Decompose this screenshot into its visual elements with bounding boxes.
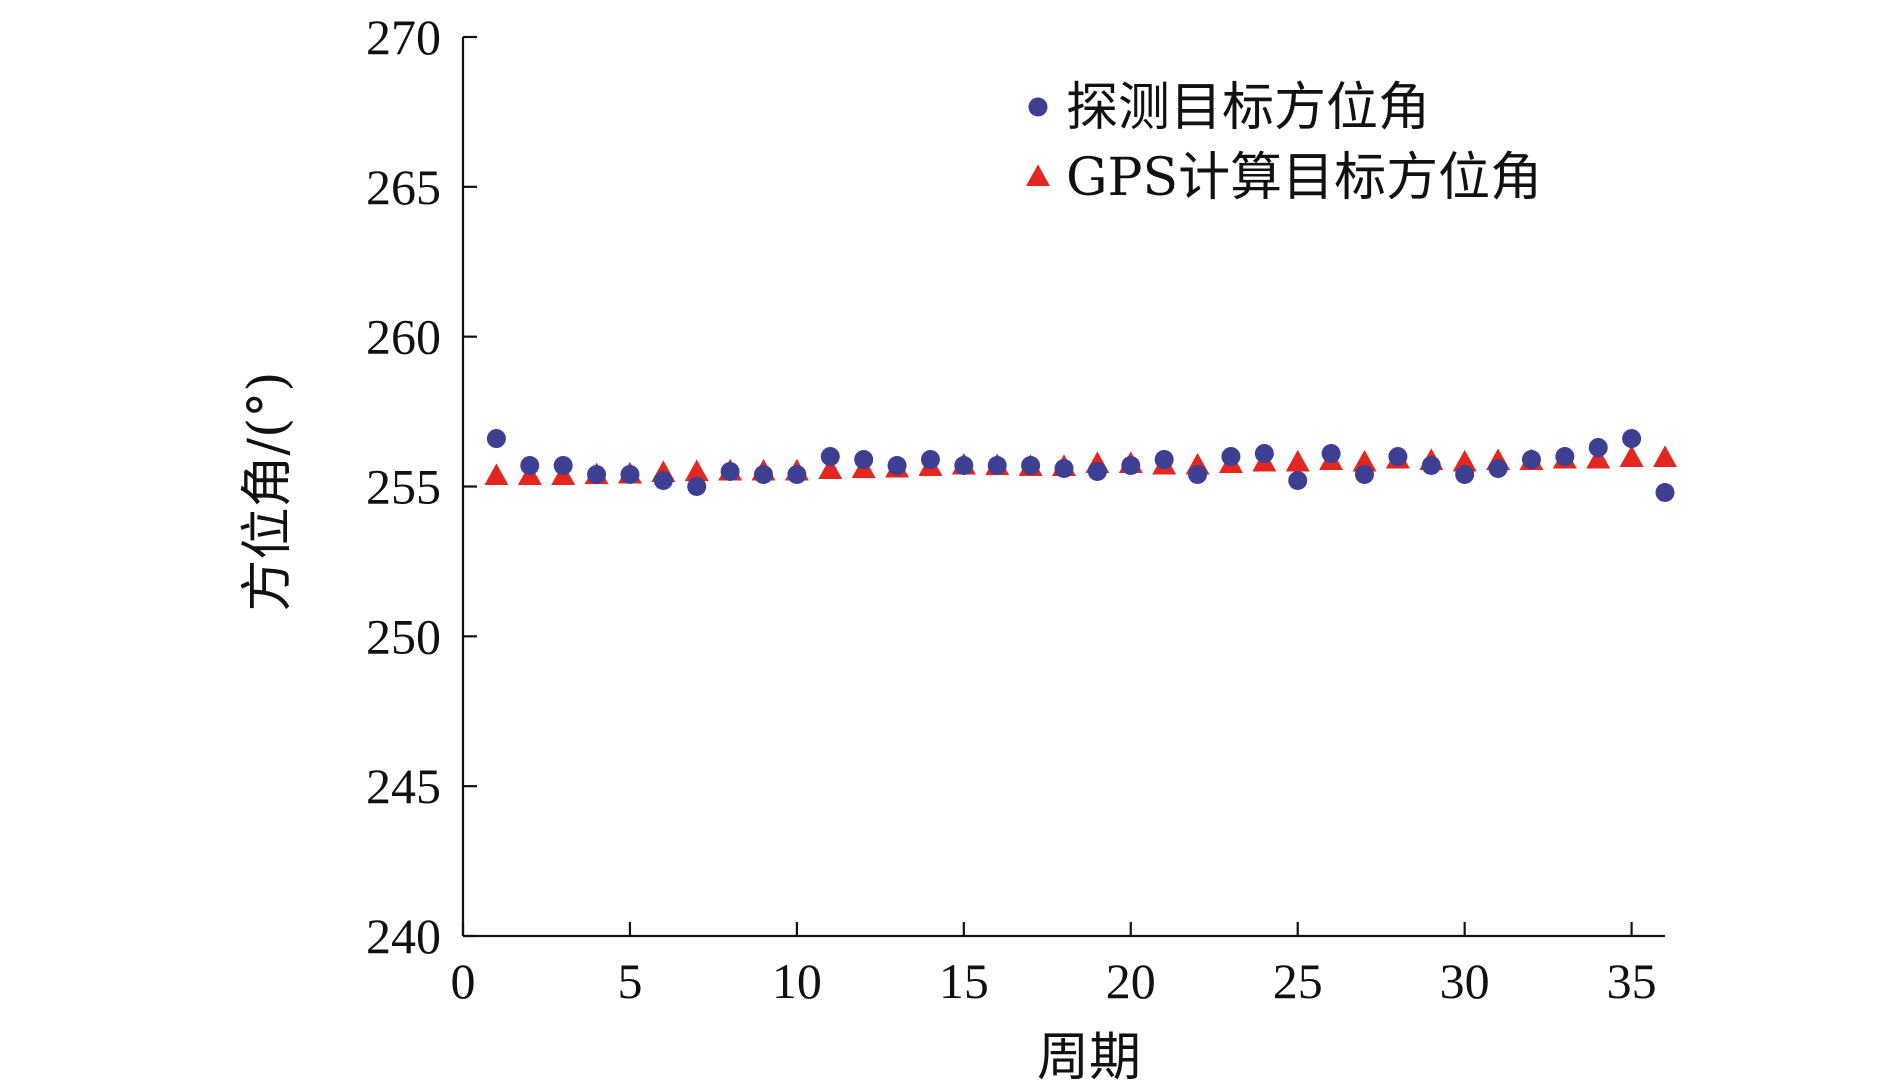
data-point-circle	[854, 450, 874, 470]
data-point-circle	[1622, 429, 1642, 449]
y-tick-label: 245	[366, 758, 441, 814]
data-point-circle	[1087, 462, 1107, 482]
data-point-circle	[553, 456, 573, 476]
x-tick-label: 10	[772, 953, 822, 1009]
data-point-circle	[587, 465, 607, 485]
series-detected-azimuth	[486, 429, 1675, 502]
data-point-circle	[1288, 471, 1308, 491]
data-point-circle	[1455, 465, 1475, 485]
data-point-circle	[520, 456, 540, 476]
x-tick-label: 15	[939, 953, 989, 1009]
data-point-triangle	[1586, 446, 1611, 469]
data-point-circle	[987, 456, 1007, 476]
x-tick-label: 0	[451, 953, 476, 1009]
data-point-circle	[887, 456, 907, 476]
data-point-circle	[1421, 456, 1441, 476]
data-point-circle	[687, 477, 707, 496]
data-point-circle	[1555, 447, 1575, 467]
x-tick-label: 5	[617, 953, 642, 1009]
data-point-circle	[1254, 444, 1274, 464]
data-point-triangle	[1285, 449, 1310, 472]
data-point-circle	[653, 471, 673, 491]
data-point-triangle	[818, 457, 843, 480]
x-tick-label: 20	[1106, 953, 1156, 1009]
data-point-circle	[486, 429, 506, 449]
data-point-circle	[1221, 447, 1241, 467]
y-tick-label: 250	[366, 608, 441, 664]
y-tick-label: 260	[366, 309, 441, 365]
data-point-triangle	[684, 459, 709, 482]
data-point-triangle	[1352, 449, 1377, 472]
data-point-circle	[1021, 456, 1041, 476]
data-point-circle	[1321, 444, 1341, 464]
axes: 240 245 250 255 260 265 270 0 5 10 15 20 25 30 35	[366, 9, 1665, 1009]
data-point-circle	[920, 450, 940, 470]
data-point-triangle	[1452, 449, 1477, 472]
y-axis-label: 方位角/(°)	[238, 371, 298, 611]
data-point-circle	[1588, 438, 1608, 458]
series-layer	[484, 429, 1677, 502]
legend-entry-label: GPS计算目标方位角	[1066, 148, 1542, 208]
data-point-circle	[1355, 465, 1374, 485]
x-tick-label: 25	[1273, 953, 1323, 1009]
data-point-circle	[1054, 459, 1074, 479]
data-point-circle	[1188, 465, 1208, 485]
data-point-triangle	[1619, 445, 1644, 468]
data-point-circle	[820, 447, 840, 467]
data-point-circle	[720, 462, 740, 482]
legend-marker-triangle	[1026, 164, 1050, 186]
data-point-triangle	[484, 463, 509, 486]
data-point-circle	[1521, 450, 1541, 470]
data-point-triangle	[1653, 445, 1677, 468]
data-point-circle	[620, 465, 640, 485]
data-point-circle	[787, 465, 807, 485]
y-tick-label: 270	[366, 9, 441, 65]
y-tick-label: 265	[366, 159, 441, 215]
y-tick-label: 240	[366, 908, 441, 964]
data-point-circle	[954, 456, 974, 476]
data-point-circle	[1655, 482, 1675, 502]
legend-entry-label: 探测目标方位角	[1066, 78, 1430, 138]
data-point-circle	[1488, 459, 1508, 479]
legend-marker-circle	[1028, 97, 1048, 117]
data-point-circle	[754, 465, 773, 485]
x-tick-label: 30	[1440, 953, 1490, 1009]
data-point-circle	[1154, 450, 1174, 470]
data-point-circle	[1121, 456, 1141, 476]
legend: 探测目标方位角 GPS计算目标方位角	[1026, 78, 1542, 208]
x-axis-label: 周期	[1037, 1028, 1141, 1088]
y-tick-label: 255	[366, 459, 441, 515]
data-point-circle	[1388, 447, 1408, 467]
x-tick-label: 35	[1607, 953, 1657, 1009]
